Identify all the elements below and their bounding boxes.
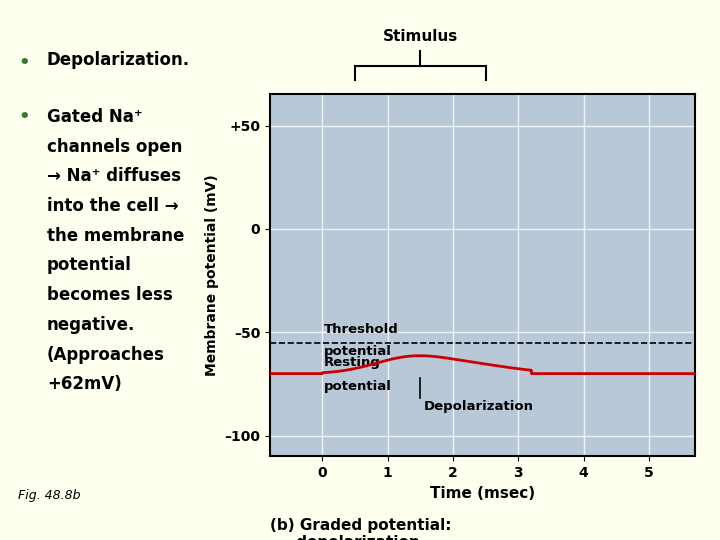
Text: (b) Graded potential:: (b) Graded potential: xyxy=(270,518,451,534)
Text: •: • xyxy=(18,108,30,126)
Text: potential: potential xyxy=(323,345,392,357)
Text: into the cell →: into the cell → xyxy=(47,197,179,215)
Text: Gated Na⁺: Gated Na⁺ xyxy=(47,108,143,126)
Text: potential: potential xyxy=(47,256,132,274)
Text: negative.: negative. xyxy=(47,316,135,334)
Text: the membrane: the membrane xyxy=(47,227,184,245)
Y-axis label: Membrane potential (mV): Membrane potential (mV) xyxy=(204,174,219,376)
Text: Fig. 48.8b: Fig. 48.8b xyxy=(18,489,81,502)
Text: becomes less: becomes less xyxy=(47,286,173,304)
X-axis label: Time (msec): Time (msec) xyxy=(430,485,535,501)
Text: (Approaches: (Approaches xyxy=(47,346,165,363)
Text: Stimulus: Stimulus xyxy=(383,29,458,44)
Text: +62mV): +62mV) xyxy=(47,375,122,393)
Text: Depolarization: Depolarization xyxy=(423,401,534,414)
Text: → Na⁺ diffuses: → Na⁺ diffuses xyxy=(47,167,181,185)
Text: Resting: Resting xyxy=(323,356,380,369)
Text: •: • xyxy=(18,54,30,72)
Text: channels open: channels open xyxy=(47,138,182,156)
Text: Threshold: Threshold xyxy=(323,323,398,336)
Text: depolarization: depolarization xyxy=(270,535,420,540)
Text: potential: potential xyxy=(323,380,392,393)
Text: Depolarization.: Depolarization. xyxy=(47,51,190,69)
